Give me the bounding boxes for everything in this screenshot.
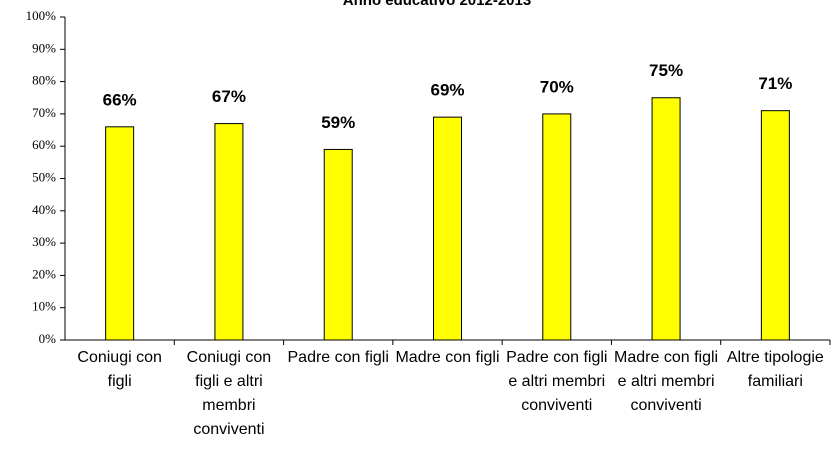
bar	[323, 148, 353, 341]
x-tick-label: Madre con figli e altri membri convivent…	[614, 349, 719, 414]
bar	[651, 97, 681, 341]
y-tick-label: 30%	[32, 234, 56, 249]
value-label: 66%	[103, 90, 137, 109]
y-tick-label: 50%	[32, 169, 56, 184]
y-tick-label: 0%	[39, 331, 57, 346]
x-tick-label: Coniugi con figli e altri membri convive…	[186, 349, 272, 438]
value-label: 75%	[649, 61, 683, 80]
bar	[433, 116, 462, 341]
value-label: 71%	[758, 74, 792, 93]
x-tick-label: Madre con figli	[395, 349, 500, 366]
y-tick-label: 100%	[26, 8, 57, 23]
bar	[105, 126, 135, 341]
y-tick-label: 80%	[32, 73, 56, 88]
x-tick-label: Coniugi con figli	[77, 349, 162, 390]
value-label: 70%	[540, 77, 574, 96]
x-tick-label: Padre con figli	[287, 349, 389, 366]
chart-title: Anno educativo 2012-2013	[343, 0, 531, 9]
value-label: 59%	[321, 113, 355, 132]
bar	[542, 113, 572, 341]
y-tick-label: 70%	[32, 105, 56, 120]
value-label: 69%	[430, 81, 464, 100]
bar	[760, 110, 790, 341]
x-tick-label: Padre con figli e altri membri convivent…	[506, 349, 608, 414]
y-tick-label: 90%	[32, 40, 56, 55]
y-tick-label: 60%	[32, 137, 56, 152]
y-tick-label: 20%	[32, 266, 56, 281]
bar	[214, 123, 244, 341]
x-tick-label: Altre tipologie familiari	[726, 349, 824, 390]
y-tick-label: 40%	[32, 202, 56, 217]
value-label: 67%	[212, 87, 246, 106]
y-tick-label: 10%	[32, 299, 56, 314]
